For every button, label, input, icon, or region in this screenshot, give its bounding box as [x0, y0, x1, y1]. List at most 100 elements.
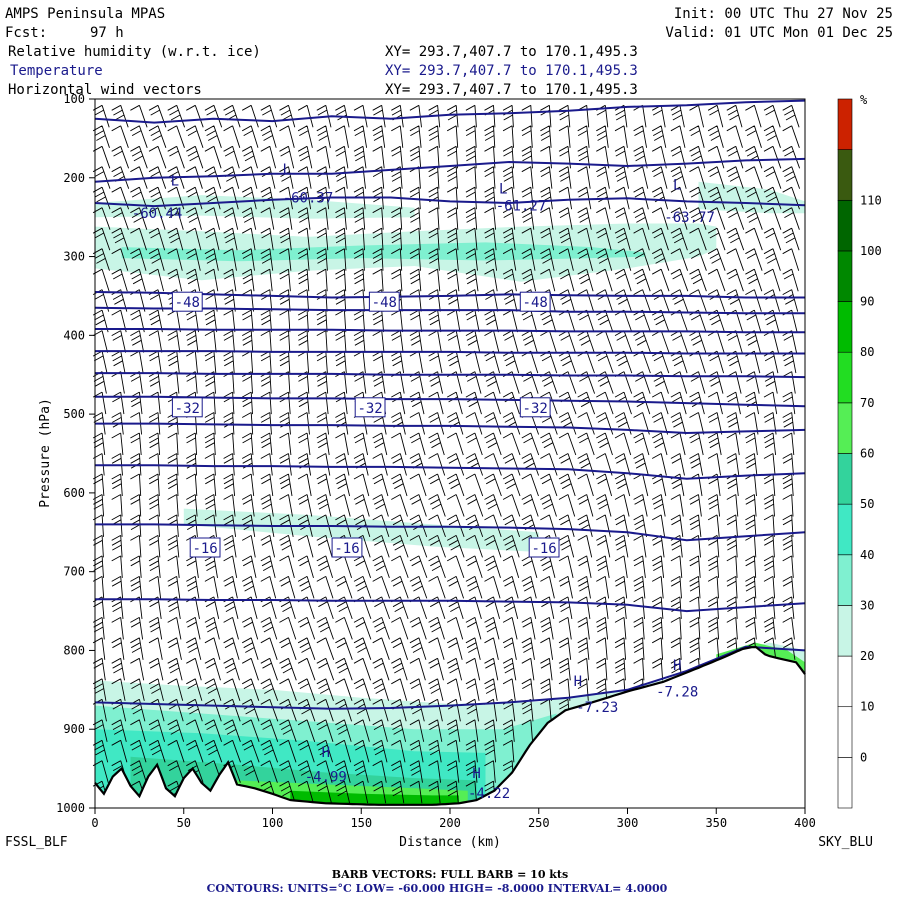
wind-barb — [502, 555, 520, 579]
wind-barb — [446, 535, 465, 558]
wind-barb — [279, 289, 291, 312]
wind-barb — [111, 657, 125, 681]
wind-barb — [763, 104, 781, 128]
wind-barb — [391, 268, 403, 292]
wind-barb — [484, 637, 499, 660]
wind-barb — [707, 166, 725, 189]
wind-barb — [502, 739, 515, 763]
wind-barb — [651, 412, 669, 435]
wind-barb — [596, 268, 613, 292]
wind-barb — [111, 350, 126, 374]
wind-barb — [130, 535, 142, 558]
wind-barb — [446, 617, 464, 640]
wind-barb — [297, 576, 315, 599]
wind-barb — [633, 637, 645, 660]
x-tick-label: 350 — [705, 816, 727, 830]
wind-barb — [782, 494, 794, 517]
wind-barb — [372, 760, 387, 783]
wind-barb — [596, 412, 614, 435]
wind-barb — [484, 555, 501, 579]
wind-barb — [167, 494, 179, 517]
wind-barb — [577, 637, 590, 660]
wind-barb — [633, 514, 647, 537]
wind-barb — [465, 207, 478, 230]
wind-barb — [596, 555, 610, 578]
wind-barb — [763, 186, 782, 210]
wind-barb — [670, 432, 686, 456]
wind-barb — [484, 186, 496, 210]
wind-barb — [167, 637, 182, 660]
wind-barb — [279, 494, 293, 517]
forecast-label: Fcst: — [5, 25, 47, 41]
wind-barb — [540, 637, 554, 660]
wind-barb — [428, 617, 445, 640]
wind-barb — [521, 125, 533, 148]
wind-barb — [409, 473, 427, 497]
wind-barb — [521, 248, 536, 271]
wind-barb — [540, 166, 553, 189]
wind-barb — [223, 125, 241, 148]
wind-barb — [130, 657, 145, 681]
wind-barb — [428, 227, 440, 251]
wind-barb — [446, 678, 462, 701]
wind-barb — [409, 637, 427, 660]
wind-barb — [558, 166, 572, 189]
y-tick-label: 200 — [63, 171, 85, 185]
wind-barb — [279, 248, 292, 271]
wind-barb — [335, 657, 353, 681]
wind-barb — [502, 248, 517, 271]
wind-barb — [260, 330, 272, 353]
wind-barb — [391, 207, 403, 230]
wind-barb — [502, 145, 515, 169]
wind-barb — [204, 637, 221, 660]
wind-barb — [260, 760, 278, 783]
wind-barb — [745, 391, 760, 415]
wind-barb — [241, 289, 254, 312]
wind-barb — [186, 166, 203, 189]
wind-barb — [446, 432, 464, 456]
wind-barb — [782, 125, 800, 148]
wind-barb — [279, 637, 297, 660]
wind-barb — [297, 657, 316, 681]
wind-barb — [428, 412, 445, 435]
wind-barb — [353, 330, 366, 353]
wind-barb — [297, 145, 313, 169]
wind-barb — [428, 391, 444, 415]
wind-barb — [763, 268, 781, 292]
contour-label: -63.77 — [664, 210, 715, 226]
wind-barb — [372, 780, 387, 804]
wind-barb — [707, 432, 722, 456]
contour-label: -48 — [372, 295, 397, 311]
wind-barb — [204, 432, 216, 456]
wind-barb — [92, 678, 107, 701]
wind-barb — [204, 453, 216, 476]
wind-barb — [409, 535, 428, 558]
wind-barb — [763, 145, 782, 169]
wind-barb — [111, 125, 129, 148]
wind-barb — [633, 494, 648, 517]
wind-barb — [241, 637, 259, 660]
wind-barb — [167, 453, 179, 476]
wind-barb — [223, 207, 239, 230]
wind-barb — [130, 432, 142, 456]
forecast-hours: 97 h — [90, 25, 124, 41]
wind-barb — [204, 391, 216, 415]
wind-barb — [204, 678, 222, 701]
wind-barb — [484, 739, 497, 763]
wind-barb — [130, 330, 145, 353]
wind-barb — [241, 739, 260, 763]
wind-barb — [391, 535, 409, 558]
wind-barb — [596, 391, 614, 415]
wind-barb — [279, 309, 291, 333]
wind-barb — [167, 248, 183, 271]
wind-barb — [297, 780, 314, 804]
wind-barb — [558, 186, 573, 210]
colorbar-swatch — [837, 757, 853, 809]
wind-barb — [745, 494, 757, 517]
wind-barb — [297, 473, 312, 497]
wind-barb — [540, 576, 555, 599]
wind-barb — [353, 698, 371, 722]
wind-barb — [167, 678, 184, 701]
wind-barb — [260, 432, 273, 456]
wind-barb — [335, 678, 353, 701]
